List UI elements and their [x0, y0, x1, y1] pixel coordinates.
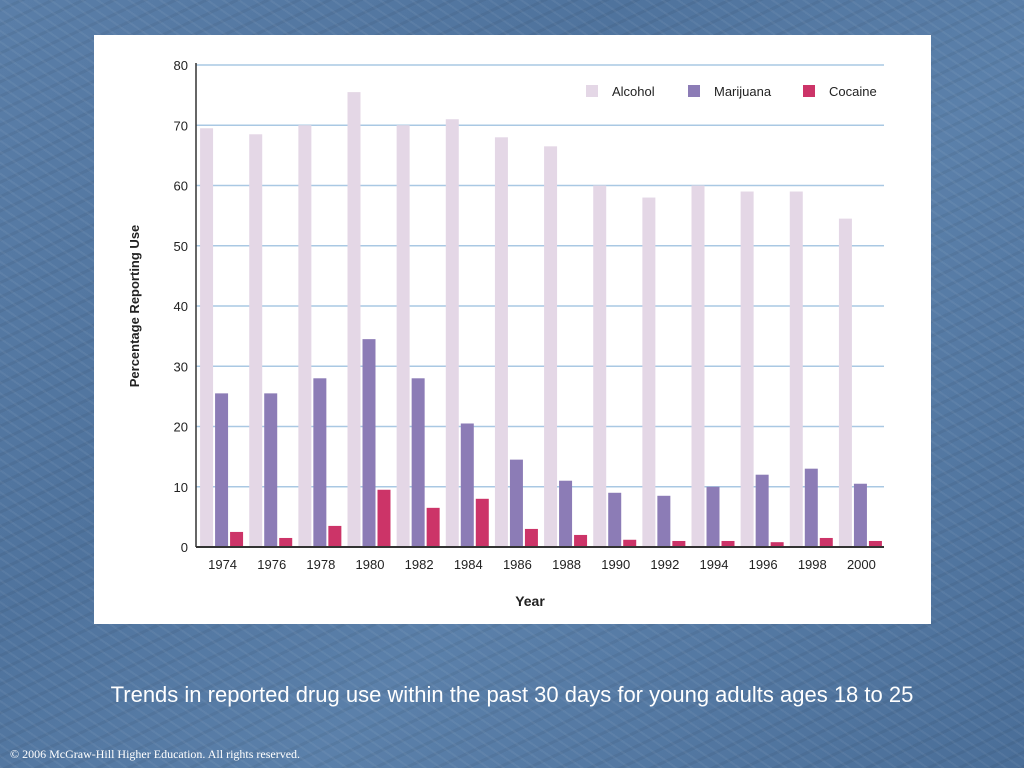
x-tick-label: 1982: [405, 557, 434, 572]
bar-marijuana-2000: [853, 483, 867, 547]
bar-cocaine-1988: [574, 534, 588, 547]
x-tick-label: 1974: [208, 557, 237, 572]
x-tick-label: 1990: [601, 557, 630, 572]
bar-marijuana-1976: [264, 393, 278, 547]
y-tick-label: 70: [174, 118, 188, 133]
bar-cocaine-1986: [524, 528, 538, 547]
bar-cocaine-1984: [475, 498, 489, 547]
y-tick-label: 60: [174, 179, 188, 194]
y-tick-label: 10: [174, 480, 188, 495]
legend-swatch-alcohol: [586, 85, 598, 97]
bar-marijuana-1974: [215, 393, 229, 547]
bar-alcohol-1990: [593, 185, 607, 547]
x-tick-label: 1980: [356, 557, 385, 572]
bar-marijuana-1986: [509, 459, 523, 547]
legend-swatch-cocaine: [803, 85, 815, 97]
x-tick-label: 1978: [306, 557, 335, 572]
x-axis-label: Year: [515, 593, 545, 609]
bar-alcohol-1994: [691, 185, 705, 547]
bar-marijuana-1982: [411, 378, 425, 547]
legend-label-marijuana: Marijuana: [714, 84, 772, 99]
bar-marijuana-1980: [362, 339, 376, 547]
chart-panel: 0 10 20 30 40 50 60 70 80 1974 1976 1978 1980 1982 198…: [94, 35, 931, 624]
bar-cocaine-1992: [672, 540, 686, 547]
bar-cocaine-1980: [377, 489, 391, 547]
legend-label-cocaine: Cocaine: [829, 84, 877, 99]
bar-cocaine-1990: [623, 539, 637, 547]
bar-alcohol-1998: [789, 191, 803, 547]
bar-alcohol-1974: [200, 128, 214, 547]
bar-alcohol-1986: [494, 137, 508, 548]
bar-alcohol-1988: [544, 146, 558, 547]
x-tick-label: 2000: [847, 557, 876, 572]
bar-chart: 0 10 20 30 40 50 60 70 80 1974 1976 1978 1980 1982 198…: [127, 58, 884, 609]
bar-cocaine-1976: [279, 537, 293, 547]
bar-alcohol-1984: [445, 119, 459, 547]
x-tick-label: 1992: [650, 557, 679, 572]
bar-cocaine-1998: [819, 537, 833, 547]
bar-alcohol-1982: [396, 125, 410, 547]
bar-alcohol-1996: [740, 191, 754, 547]
bar-cocaine-1974: [230, 531, 244, 547]
bar-alcohol-1978: [298, 125, 312, 547]
bar-marijuana-1984: [460, 423, 474, 547]
bar-marijuana-1994: [706, 486, 720, 547]
x-tick-label: 1986: [503, 557, 532, 572]
bar-cocaine-1994: [721, 540, 735, 547]
bar-alcohol-1992: [642, 197, 656, 548]
bar-cocaine-1996: [770, 542, 784, 547]
y-tick-label: 50: [174, 239, 188, 254]
x-tick-label: 1994: [700, 557, 729, 572]
y-tick-label: 80: [174, 58, 188, 73]
bar-marijuana-1988: [559, 480, 573, 547]
x-tick-label: 1998: [798, 557, 827, 572]
y-axis-label: Percentage Reporting Use: [127, 225, 142, 388]
legend-swatch-marijuana: [688, 85, 700, 97]
bar-cocaine-1978: [328, 525, 342, 547]
bar-alcohol-1976: [249, 134, 263, 547]
x-tick-label: 1984: [454, 557, 483, 572]
y-tick-label: 0: [181, 540, 188, 555]
x-tick-label: 1996: [749, 557, 778, 572]
y-tick-label: 40: [174, 299, 188, 314]
y-tick-label: 20: [174, 420, 188, 435]
bar-marijuana-1978: [313, 378, 327, 547]
y-tick-label: 30: [174, 359, 188, 374]
bar-alcohol-1980: [347, 92, 361, 548]
copyright-notice: © 2006 McGraw-Hill Higher Education. All…: [10, 747, 301, 761]
x-tick-label: 1976: [257, 557, 286, 572]
bar-marijuana-1996: [755, 474, 769, 547]
bar-marijuana-1992: [657, 495, 671, 547]
bar-cocaine-1982: [426, 507, 440, 547]
bar-alcohol-2000: [838, 218, 852, 547]
bar-cocaine-2000: [868, 540, 882, 547]
bar-marijuana-1998: [804, 468, 818, 547]
bar-marijuana-1990: [608, 492, 622, 547]
slide-caption: Trends in reported drug use within the p…: [110, 682, 914, 707]
legend-label-alcohol: Alcohol: [612, 84, 655, 99]
x-tick-label: 1988: [552, 557, 581, 572]
